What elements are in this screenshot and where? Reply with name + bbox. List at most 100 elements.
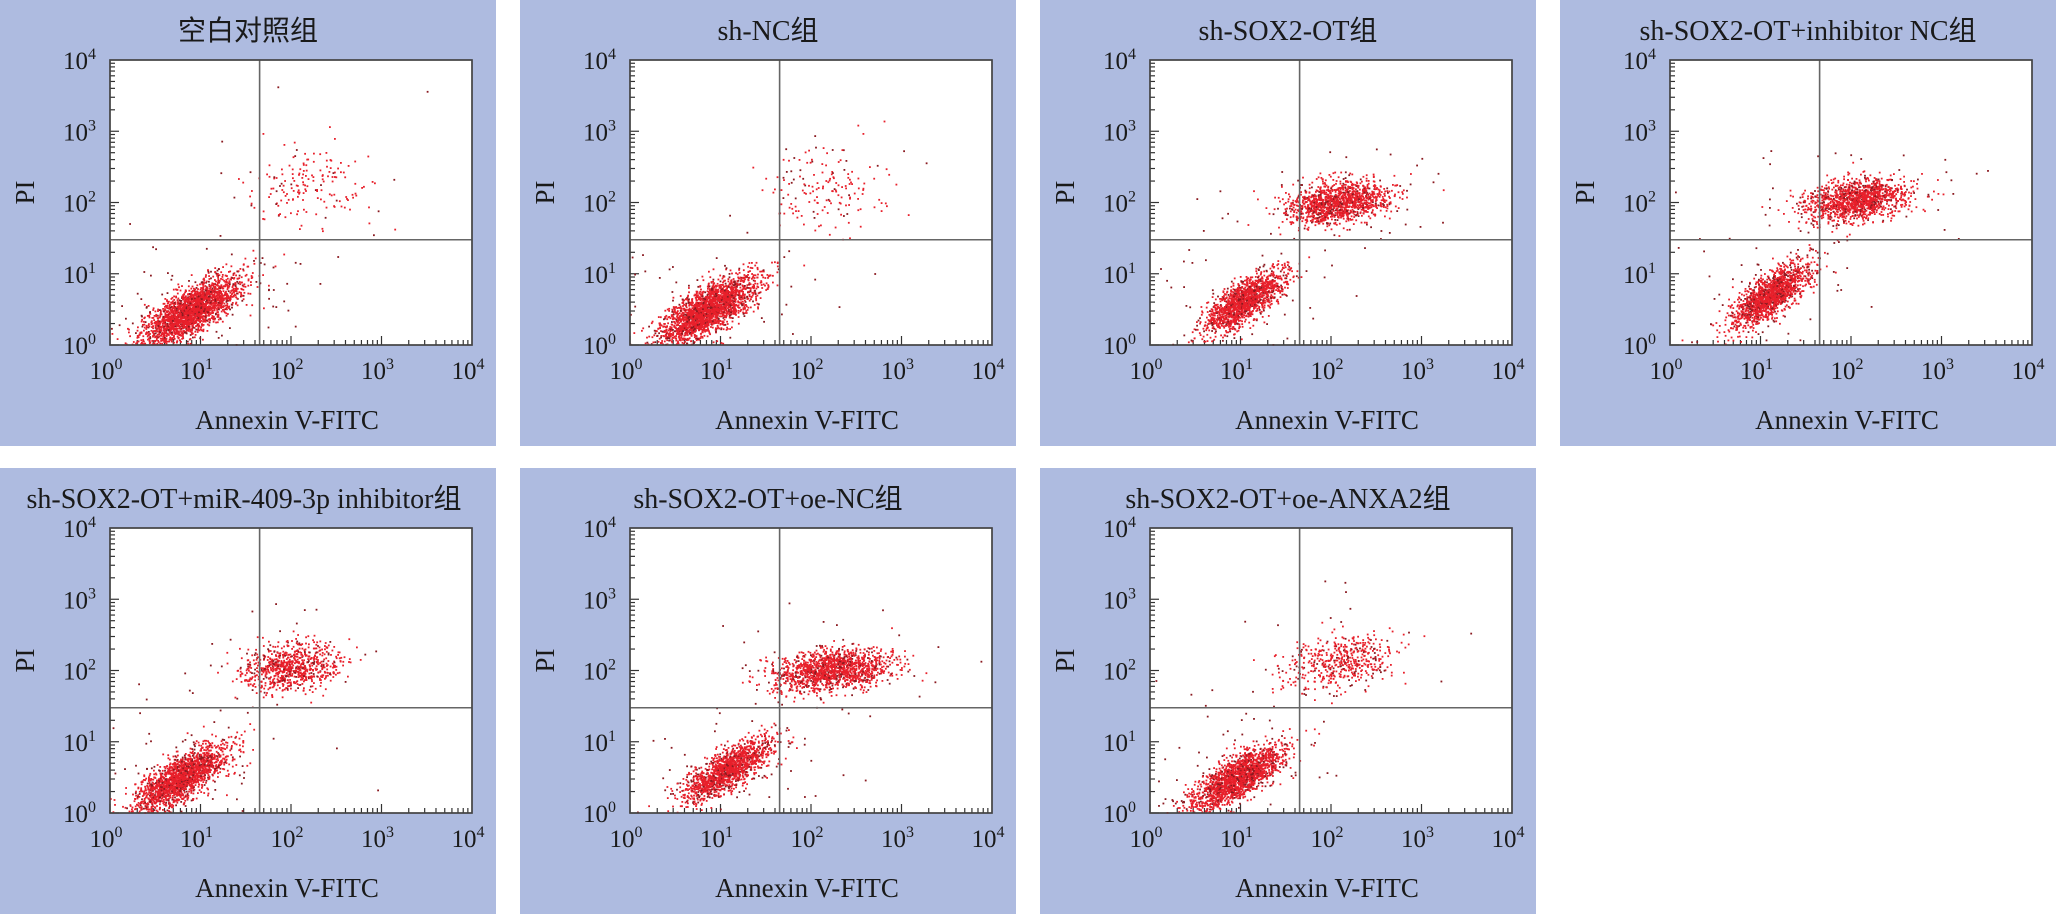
x-tick-label: 104: [972, 356, 1005, 385]
y-tick-label: 102: [63, 189, 96, 218]
x-tick-label: 100: [610, 824, 643, 853]
x-tick-label: 103: [881, 824, 914, 853]
x-tick-label: 101: [1740, 356, 1773, 385]
y-tick-label: 100: [63, 799, 96, 828]
y-tick-label: 103: [63, 585, 96, 614]
y-tick-label: 104: [1103, 46, 1136, 75]
x-tick-label: 100: [1130, 824, 1163, 853]
x-tick-label: 102: [791, 824, 824, 853]
scatter-plot: 空白对照组 100 101 102 103 104 100 101 102 103 104 Annex…: [10, 15, 485, 435]
y-axis-label: PI: [1050, 648, 1080, 672]
y-tick-label: 102: [583, 657, 616, 686]
chart-title: sh-SOX2-OT+oe-NC组: [633, 483, 902, 515]
x-tick-label: 102: [1311, 824, 1344, 853]
y-axis-label: PI: [530, 648, 560, 672]
x-axis-label: Annexin V-FITC: [195, 873, 379, 903]
scatter-points: [1675, 150, 1989, 346]
y-axis-label: PI: [1050, 180, 1080, 204]
x-tick-label: 101: [180, 824, 213, 853]
scatter-plot: sh-NC组 100 101 102 103 104 100 101 102 103 104 Anne…: [530, 15, 1005, 435]
chart-title: sh-SOX2-OT组: [1199, 15, 1378, 47]
x-tick-label: 100: [610, 356, 643, 385]
scatter-points: [637, 602, 983, 814]
scatter-points: [1155, 580, 1473, 814]
scatter-plot: sh-SOX2-OT+oe-ANXA2组 100 101 102 103 104 100 10…: [1050, 483, 1525, 903]
y-tick-label: 101: [1103, 260, 1136, 289]
x-tick-label: 103: [1401, 356, 1434, 385]
x-axis-label: Annexin V-FITC: [1755, 405, 1939, 435]
y-tick-label: 104: [583, 46, 616, 75]
y-axis-label: PI: [10, 180, 40, 204]
plot-area: [109, 59, 473, 346]
panel-4: sh-SOX2-OT+inhibitor NC组 100 101 102 103 104 1…: [1560, 0, 2056, 446]
y-tick-label: 103: [1623, 117, 1656, 146]
x-tick-label: 100: [90, 824, 123, 853]
scatter-plot: sh-SOX2-OT+miR-409-3p inhibitor组 100 101 10…: [10, 483, 485, 903]
y-tick-label: 100: [1103, 331, 1136, 360]
y-axis-label: PI: [1570, 180, 1600, 204]
y-tick-label: 100: [1623, 331, 1656, 360]
x-tick-label: 102: [791, 356, 824, 385]
chart-title: sh-NC组: [717, 15, 818, 47]
x-axis-label: Annexin V-FITC: [1235, 405, 1419, 435]
panel-6: sh-SOX2-OT+oe-NC组 100 101 102 103 104 100 101 10…: [520, 468, 1016, 914]
x-tick-label: 101: [700, 356, 733, 385]
x-tick-label: 102: [1311, 356, 1344, 385]
x-tick-label: 101: [180, 356, 213, 385]
panel-2: sh-NC组 100 101 102 103 104 100 101 102 103 104 Anne…: [520, 0, 1016, 446]
y-tick-label: 103: [583, 117, 616, 146]
y-tick-label: 103: [583, 585, 616, 614]
x-tick-label: 101: [1220, 356, 1253, 385]
x-axis-label: Annexin V-FITC: [715, 405, 899, 435]
x-tick-label: 100: [1650, 356, 1683, 385]
y-tick-label: 101: [63, 260, 96, 289]
x-tick-label: 102: [271, 824, 304, 853]
y-axis-label: PI: [530, 180, 560, 204]
y-tick-label: 104: [1623, 46, 1656, 75]
x-tick-label: 100: [1130, 356, 1163, 385]
y-tick-label: 101: [1103, 728, 1136, 757]
x-tick-label: 104: [972, 824, 1005, 853]
x-tick-label: 103: [1401, 824, 1434, 853]
y-tick-label: 104: [63, 46, 96, 75]
y-tick-label: 102: [1103, 189, 1136, 218]
x-tick-label: 103: [361, 356, 394, 385]
y-tick-label: 102: [1103, 657, 1136, 686]
panel-1: 空白对照组 100 101 102 103 104 100 101 102 103 104 Annex…: [0, 0, 496, 446]
y-tick-label: 101: [63, 728, 96, 757]
chart-title: 空白对照组: [178, 15, 318, 47]
scatter-points: [109, 603, 379, 814]
x-tick-label: 102: [1831, 356, 1864, 385]
y-tick-label: 101: [583, 728, 616, 757]
x-tick-label: 103: [1921, 356, 1954, 385]
scatter-points: [111, 86, 429, 346]
y-tick-label: 101: [583, 260, 616, 289]
y-tick-label: 100: [1103, 799, 1136, 828]
chart-title: sh-SOX2-OT+oe-ANXA2组: [1125, 483, 1450, 515]
x-tick-label: 103: [881, 356, 914, 385]
panel-7: sh-SOX2-OT+oe-ANXA2组 100 101 102 103 104 100 10…: [1040, 468, 1536, 914]
chart-title: sh-SOX2-OT+inhibitor NC组: [1639, 15, 1976, 47]
x-axis-label: Annexin V-FITC: [1235, 873, 1419, 903]
y-tick-label: 100: [583, 799, 616, 828]
x-tick-label: 104: [452, 824, 485, 853]
x-tick-label: 103: [361, 824, 394, 853]
scatter-points: [629, 120, 928, 346]
y-tick-label: 104: [63, 514, 96, 543]
x-tick-label: 104: [452, 356, 485, 385]
x-tick-label: 104: [1492, 356, 1525, 385]
x-tick-label: 101: [700, 824, 733, 853]
panel-5: sh-SOX2-OT+miR-409-3p inhibitor组 100 101 10…: [0, 468, 496, 914]
plot-area: [629, 59, 993, 346]
x-axis-label: Annexin V-FITC: [195, 405, 379, 435]
x-tick-label: 101: [1220, 824, 1253, 853]
scatter-plot: sh-SOX2-OT+inhibitor NC组 100 101 102 103 104 1…: [1570, 15, 2045, 435]
y-tick-label: 101: [1623, 260, 1656, 289]
y-tick-label: 102: [583, 189, 616, 218]
y-tick-label: 102: [63, 657, 96, 686]
y-tick-label: 103: [63, 117, 96, 146]
y-tick-label: 102: [1623, 189, 1656, 218]
y-tick-label: 104: [1103, 514, 1136, 543]
x-tick-label: 104: [2012, 356, 2045, 385]
y-tick-label: 100: [63, 331, 96, 360]
